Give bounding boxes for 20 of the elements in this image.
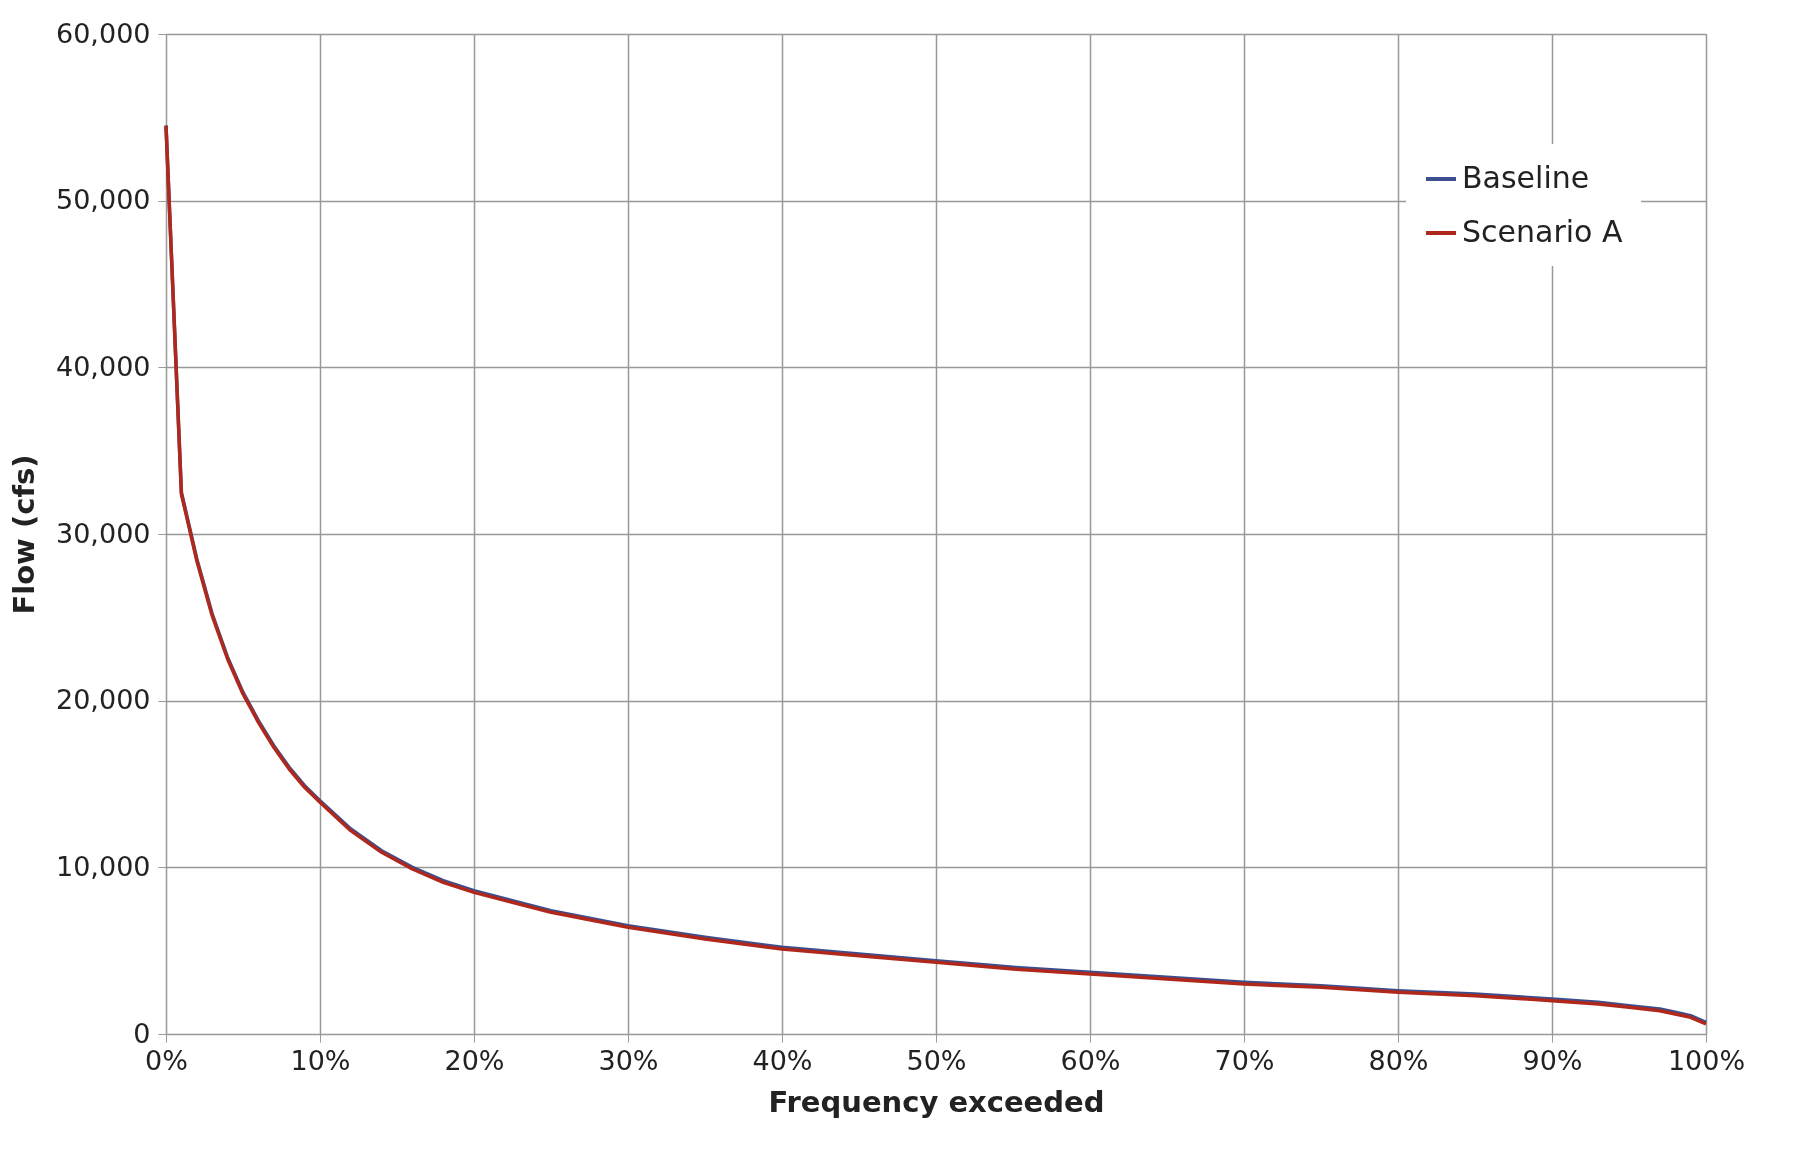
y-tick-label: 60,000 bbox=[56, 17, 151, 49]
x-tick-label: 90% bbox=[1522, 1044, 1583, 1076]
legend-label: Scenario A bbox=[1462, 214, 1623, 249]
y-tick-label: 50,000 bbox=[56, 184, 151, 216]
x-axis-title: Frequency exceeded bbox=[768, 1084, 1105, 1119]
y-tick-label: 40,000 bbox=[56, 350, 151, 382]
x-tick-label: 20% bbox=[444, 1044, 505, 1076]
y-tick-label: 30,000 bbox=[56, 517, 151, 549]
x-tick-label: 70% bbox=[1214, 1044, 1275, 1076]
y-tick-label: 20,000 bbox=[56, 684, 151, 716]
legend-label: Baseline bbox=[1462, 160, 1590, 195]
x-tick-label: 30% bbox=[598, 1044, 659, 1076]
x-tick-label: 80% bbox=[1368, 1044, 1429, 1076]
x-tick-label: 100% bbox=[1667, 1044, 1746, 1076]
x-tick-label: 60% bbox=[1060, 1044, 1121, 1076]
x-tick-label: 50% bbox=[906, 1044, 967, 1076]
y-tick-label: 10,000 bbox=[56, 850, 151, 882]
y-axis-title: Flow (cfs) bbox=[7, 454, 42, 615]
x-tick-label: 40% bbox=[752, 1044, 813, 1076]
x-tick-label: 10% bbox=[290, 1044, 351, 1076]
